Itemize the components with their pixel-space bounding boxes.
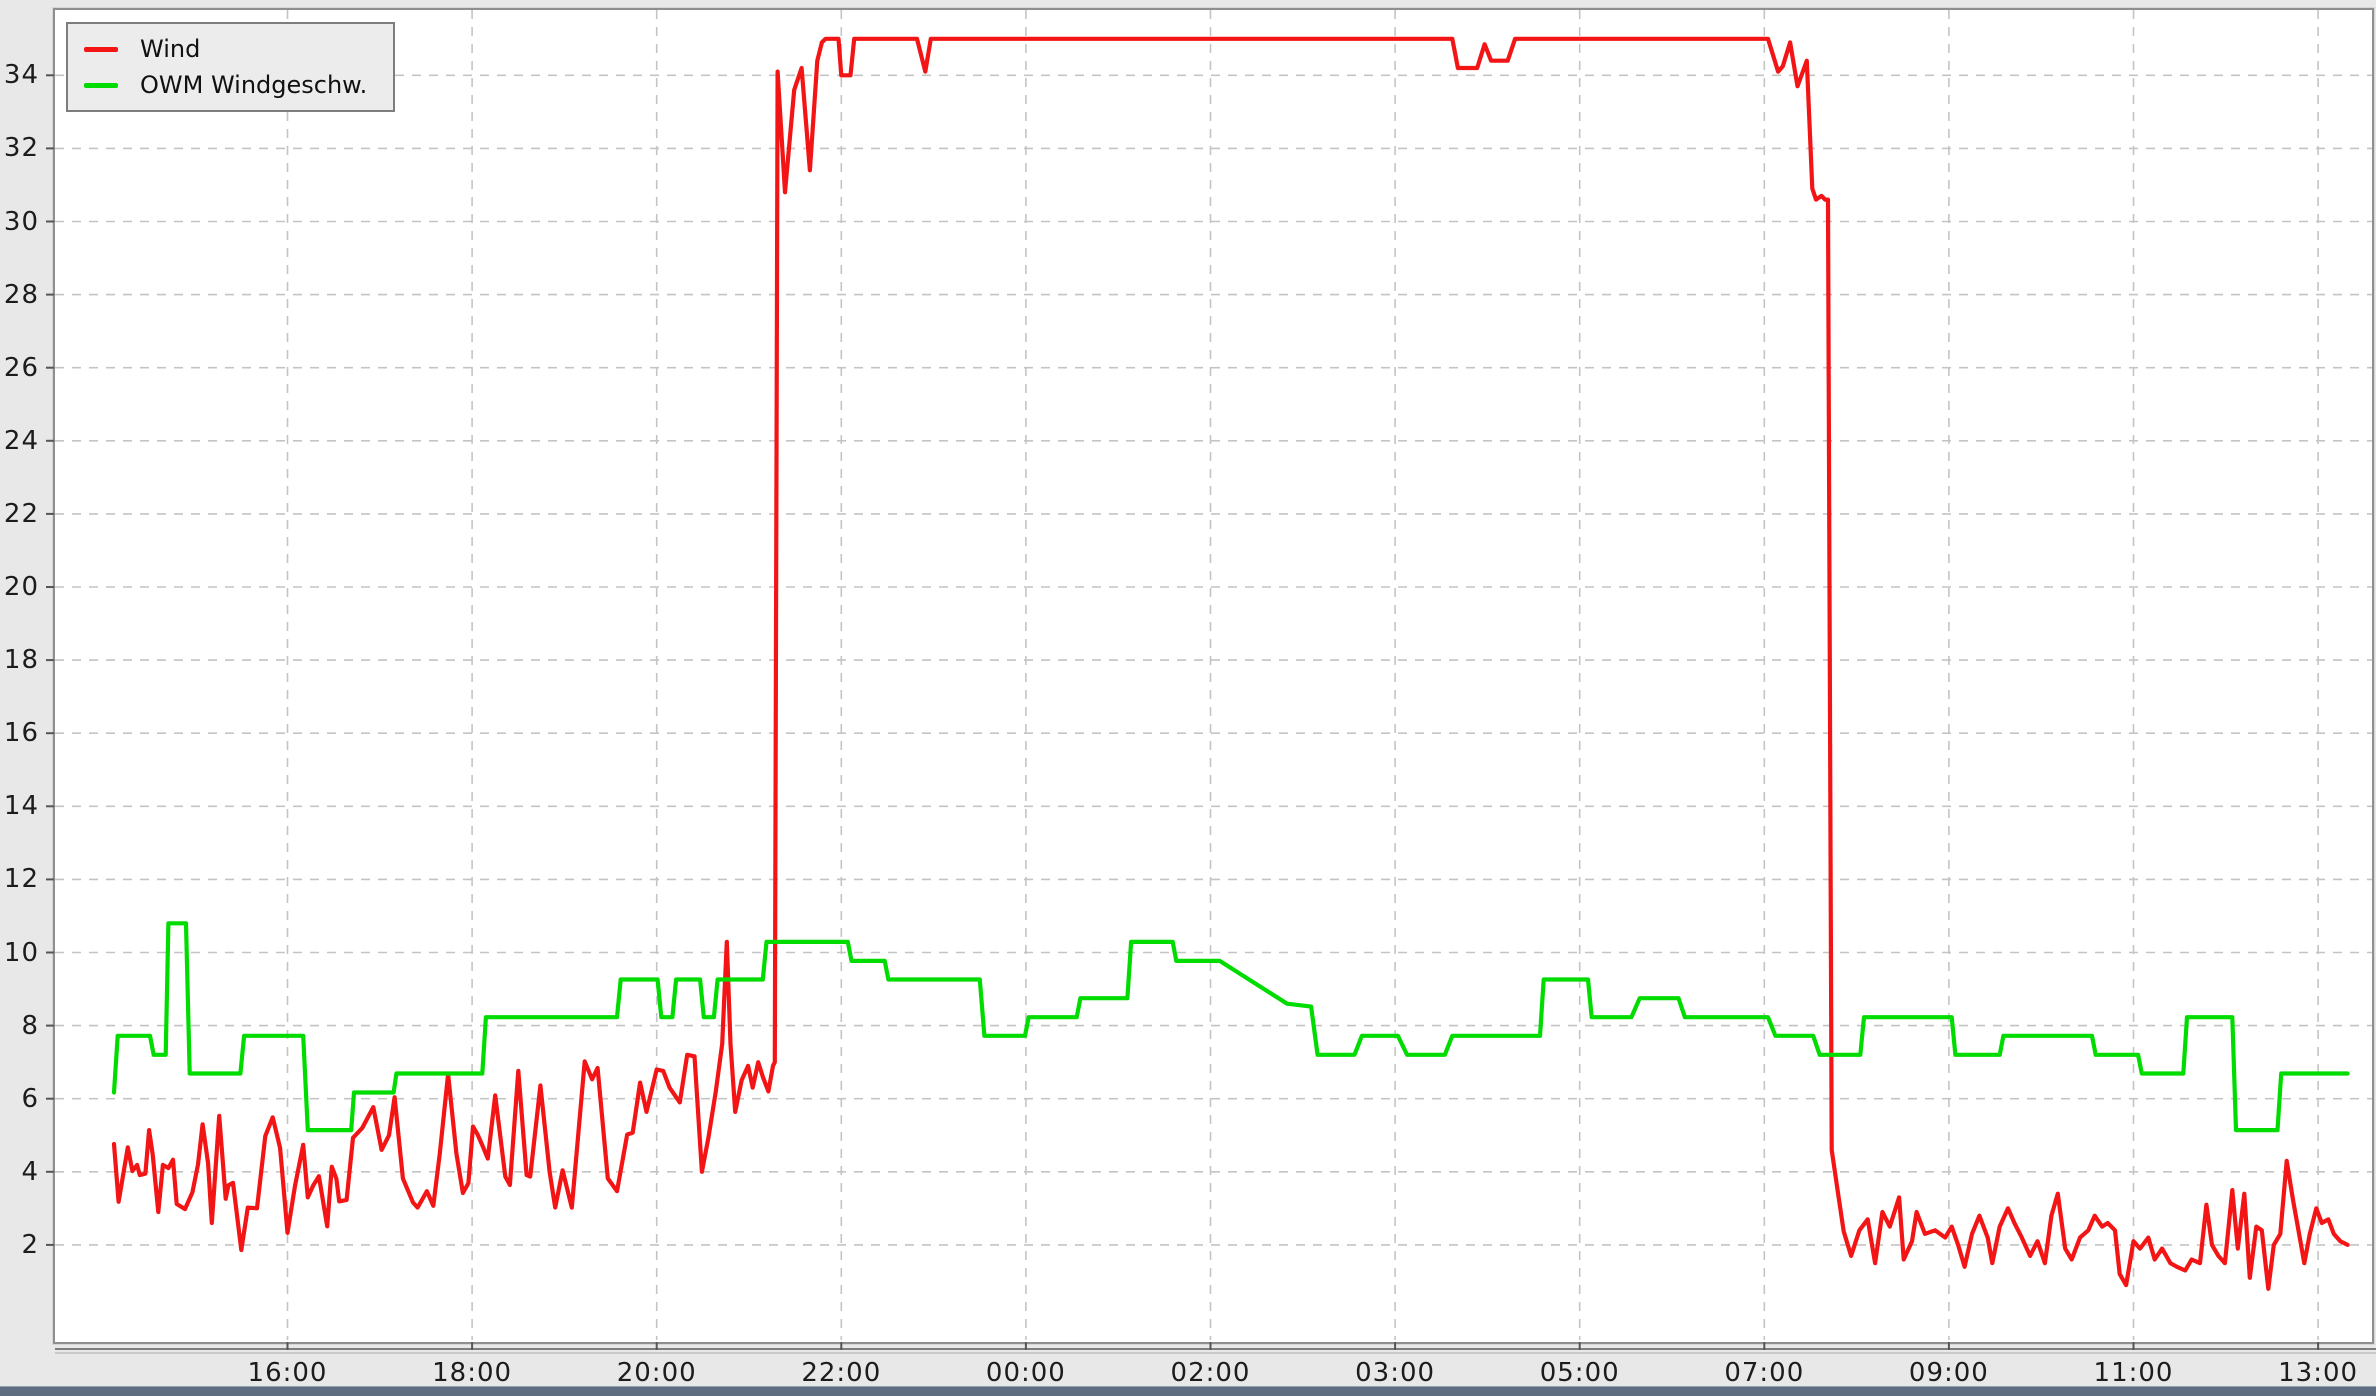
x-tick-label: 09:00 [1908, 1358, 1989, 1388]
wind-line-swatch [84, 46, 118, 52]
gridlines [55, 10, 2372, 1340]
y-tick-label: 22 [3, 498, 39, 529]
legend-item-wind: Wind [84, 34, 367, 64]
x-tick-label: 22:00 [801, 1358, 882, 1388]
y-tick-label: 34 [3, 60, 39, 91]
x-tick-label: 02:00 [1170, 1358, 1251, 1388]
y-tick-label: 16 [3, 718, 39, 749]
x-tick-label: 13:00 [2278, 1358, 2359, 1388]
x-tick-label: 03:00 [1355, 1358, 1436, 1388]
owm-series-line [111, 921, 2350, 1133]
y-tick-label: 20 [3, 572, 39, 602]
y-tick-label: 32 [3, 133, 39, 164]
y-tick-label: 10 [3, 937, 39, 968]
plot-area [53, 8, 2374, 1344]
y-tick-label: 4 [21, 1156, 39, 1187]
owm-line-swatch [84, 82, 118, 88]
bottom-window-bar [0, 1386, 2376, 1396]
x-tick-label: 07:00 [1724, 1358, 1805, 1388]
y-tick-label: 2 [21, 1229, 39, 1260]
x-tick-label: 05:00 [1539, 1358, 1620, 1388]
x-tick-label: 20:00 [616, 1358, 697, 1388]
x-tick-label: 00:00 [985, 1358, 1066, 1388]
wind-series-line [111, 36, 2350, 1291]
y-tick-label: 30 [3, 206, 39, 237]
x-tick-label: 18:00 [432, 1358, 513, 1388]
x-tick-label: 11:00 [2093, 1358, 2174, 1388]
legend-label-owm: OWM Windgeschw. [140, 71, 368, 99]
y-tick-label: 24 [3, 425, 39, 456]
y-tick-label: 6 [21, 1083, 39, 1114]
x-tick-label: 16:00 [247, 1358, 328, 1388]
y-tick-label: 14 [3, 791, 39, 822]
legend-item-owm: OWM Windgeschw. [84, 70, 367, 100]
legend-label-wind: Wind [140, 35, 201, 63]
x-axis-line [55, 1342, 2376, 1354]
y-tick-label: 12 [3, 864, 39, 895]
y-axis-ticks [46, 74, 54, 1246]
y-tick-label: 18 [3, 645, 39, 676]
y-tick-label: 8 [21, 1010, 39, 1041]
y-tick-label: 26 [3, 352, 39, 383]
y-tick-label: 28 [3, 279, 39, 310]
legend-box: Wind OWM Windgeschw. [66, 22, 396, 112]
